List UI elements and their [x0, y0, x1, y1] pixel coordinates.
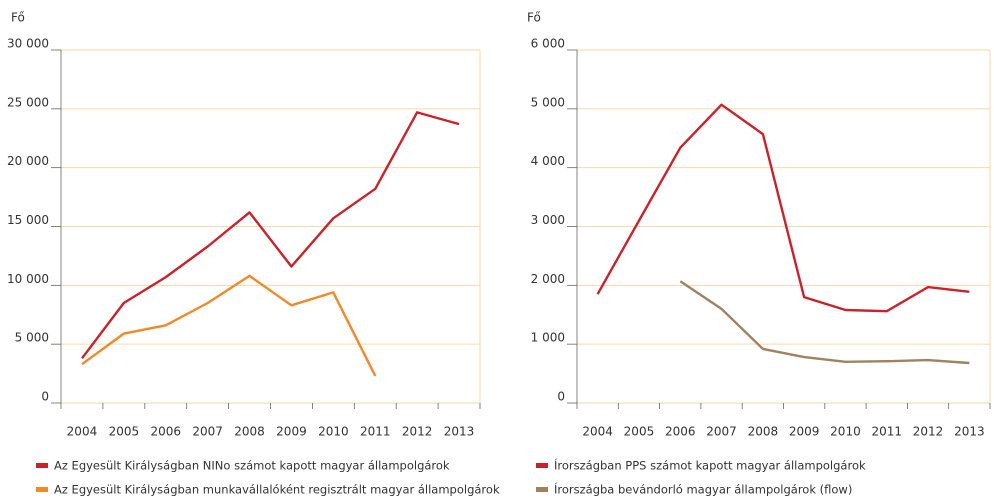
- legend-swatch: [536, 487, 548, 492]
- x-tick-label: 2013: [444, 425, 475, 439]
- x-tick-label: 2009: [276, 425, 307, 439]
- y-tick-label: 15 000: [7, 213, 49, 227]
- x-tick-label: 2012: [913, 425, 944, 439]
- x-tick-label: 2007: [706, 425, 737, 439]
- y-tick-label: 1 000: [531, 331, 565, 345]
- legend-label: Írországban PPS számot kapott magyar áll…: [554, 458, 866, 473]
- y-tick-label: 5 000: [15, 331, 49, 345]
- x-tick-label: 2007: [192, 425, 223, 439]
- x-tick-label: 2006: [665, 425, 696, 439]
- y-tick-label: 0: [41, 390, 49, 404]
- x-tick-label: 2010: [830, 425, 861, 439]
- y-tick-label: 4 000: [531, 154, 565, 168]
- y-tick-label: 3 000: [531, 213, 565, 227]
- x-tick-label: 2011: [360, 425, 391, 439]
- legend-label: Az Egyesült Királyságban NINo számot kap…: [54, 459, 450, 473]
- y-axis-label: Fő: [527, 11, 541, 25]
- legend-label: Írországba bevándorló magyar állampolgár…: [554, 482, 852, 497]
- series-line: [81, 111, 460, 360]
- legend-label: Az Egyesült Királyságban munkavállalókén…: [54, 483, 500, 497]
- x-tick-label: 2012: [402, 425, 433, 439]
- y-tick-label: 20 000: [7, 154, 49, 168]
- legend-swatch: [36, 487, 48, 492]
- x-tick-label: 2004: [582, 425, 613, 439]
- y-tick-label: 6 000: [531, 37, 565, 51]
- legend-swatch: [36, 463, 48, 468]
- legend-swatch: [536, 463, 548, 468]
- x-tick-label: 2009: [789, 425, 820, 439]
- y-axis-label: Fő: [11, 11, 25, 25]
- y-tick-label: 0: [557, 390, 565, 404]
- series-line: [679, 280, 970, 365]
- x-tick-label: 2011: [871, 425, 902, 439]
- x-tick-label: 2013: [954, 425, 985, 439]
- x-tick-label: 2010: [318, 425, 349, 439]
- y-tick-label: 10 000: [7, 272, 49, 286]
- x-tick-label: 2008: [234, 425, 265, 439]
- x-tick-label: 2005: [624, 425, 655, 439]
- y-tick-label: 5 000: [531, 95, 565, 109]
- y-tick-label: 30 000: [7, 37, 49, 51]
- x-tick-label: 2006: [150, 425, 181, 439]
- y-tick-label: 25 000: [7, 95, 49, 109]
- series-line: [596, 103, 970, 313]
- x-tick-label: 2004: [67, 425, 98, 439]
- y-tick-label: 2 000: [531, 272, 565, 286]
- series-line: [81, 274, 377, 377]
- x-tick-label: 2008: [748, 425, 779, 439]
- x-tick-label: 2005: [109, 425, 140, 439]
